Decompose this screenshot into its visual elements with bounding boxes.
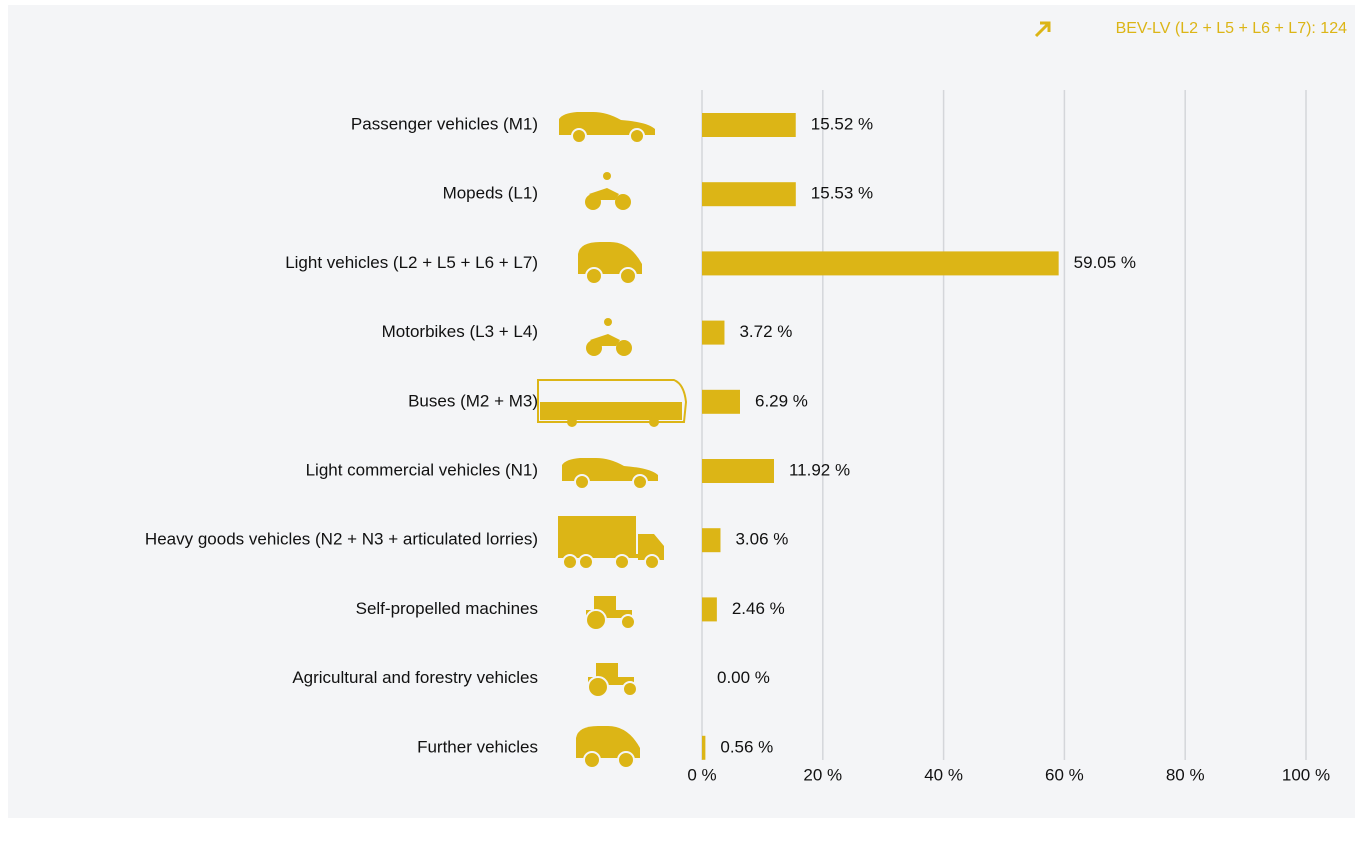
value-label: 2.46 % bbox=[732, 599, 785, 618]
category-label: Motorbikes (L3 + L4) bbox=[382, 322, 538, 341]
category-label: Passenger vehicles (M1) bbox=[351, 114, 538, 133]
bar bbox=[702, 113, 796, 137]
category-label: Agricultural and forestry vehicles bbox=[292, 668, 538, 687]
x-tick-label: 0 % bbox=[687, 765, 716, 784]
annotation-arrow bbox=[1034, 21, 1051, 38]
value-label: 11.92 % bbox=[789, 460, 850, 479]
category-label: Light commercial vehicles (N1) bbox=[306, 460, 538, 479]
value-label: 6.29 % bbox=[755, 391, 808, 410]
category-label: Buses (M2 + M3) bbox=[408, 391, 538, 410]
x-tick-label: 20 % bbox=[803, 765, 842, 784]
bar bbox=[702, 528, 721, 553]
value-label: 0.56 % bbox=[720, 737, 773, 756]
value-label: 3.06 % bbox=[735, 530, 788, 549]
annotation: BEV-LV (L2 + L5 + L6 + L7): 124 bbox=[1116, 20, 1348, 37]
bar bbox=[702, 597, 717, 622]
value-label: 0.00 % bbox=[717, 668, 770, 687]
bar bbox=[702, 735, 706, 760]
bar bbox=[702, 320, 725, 345]
category-label: Further vehicles bbox=[417, 737, 538, 756]
category-label: Self-propelled machines bbox=[356, 599, 538, 618]
bar bbox=[702, 182, 796, 207]
category-label: Light vehicles (L2 + L5 + L6 + L7) bbox=[285, 253, 538, 272]
bar bbox=[702, 251, 1059, 276]
bar bbox=[702, 389, 740, 414]
category-label: Heavy goods vehicles (N2 + N3 + articula… bbox=[145, 530, 538, 549]
bar bbox=[702, 459, 774, 483]
x-tick-label: 40 % bbox=[924, 765, 963, 784]
value-label: 3.72 % bbox=[739, 322, 792, 341]
x-tick-label: 60 % bbox=[1045, 765, 1084, 784]
category-label: Mopeds (L1) bbox=[443, 184, 538, 203]
x-tick-label: 80 % bbox=[1166, 765, 1205, 784]
value-label: 15.52 % bbox=[811, 114, 873, 133]
value-label: 59.05 % bbox=[1074, 253, 1136, 272]
x-tick-label: 100 % bbox=[1282, 765, 1330, 784]
value-label: 15.53 % bbox=[811, 184, 873, 203]
